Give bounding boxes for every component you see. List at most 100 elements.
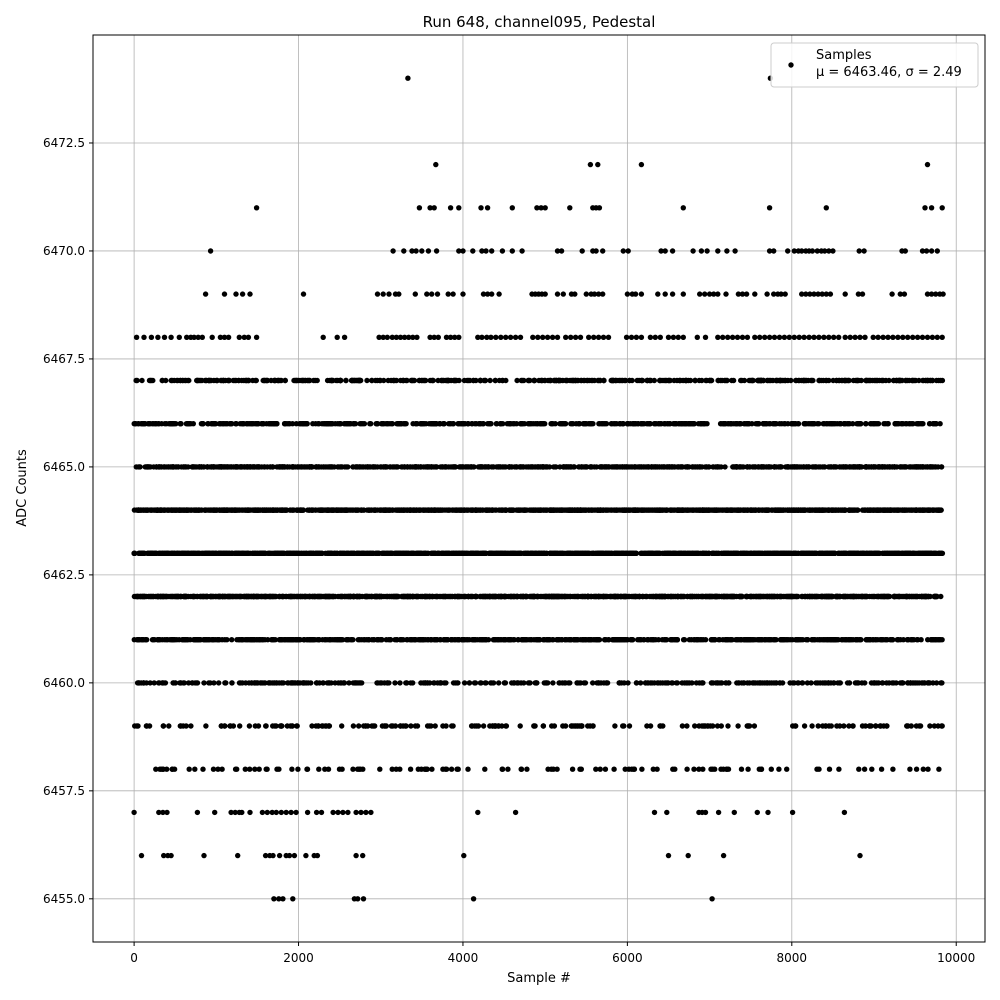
data-point xyxy=(389,766,395,772)
data-point xyxy=(532,723,538,729)
data-point xyxy=(706,550,712,556)
data-point xyxy=(857,852,863,859)
data-point xyxy=(771,248,777,254)
data-point xyxy=(460,291,466,297)
data-point xyxy=(566,550,572,556)
data-point xyxy=(869,766,875,772)
data-point xyxy=(831,680,837,686)
data-point xyxy=(425,248,432,254)
data-point xyxy=(902,550,909,556)
data-point xyxy=(658,248,664,254)
data-point xyxy=(352,680,358,686)
data-point xyxy=(286,852,293,859)
data-point xyxy=(939,205,945,211)
data-point xyxy=(801,723,808,729)
data-point xyxy=(164,809,170,816)
data-point xyxy=(875,550,882,556)
data-point xyxy=(918,637,924,643)
data-point xyxy=(776,766,782,772)
data-point xyxy=(565,680,572,686)
data-point xyxy=(155,593,161,600)
data-point xyxy=(324,637,330,643)
data-point xyxy=(578,766,584,772)
data-point xyxy=(937,637,944,643)
data-point xyxy=(499,723,505,729)
data-point xyxy=(160,809,166,816)
data-point xyxy=(862,334,868,340)
data-point xyxy=(293,809,299,816)
data-point xyxy=(674,637,681,643)
data-point xyxy=(484,334,490,340)
data-point xyxy=(745,637,751,643)
data-point xyxy=(316,637,322,643)
data-point xyxy=(355,637,361,643)
data-point xyxy=(350,550,357,556)
data-point xyxy=(161,334,168,340)
data-point xyxy=(247,291,253,297)
data-point xyxy=(422,766,429,772)
data-point xyxy=(735,723,741,729)
data-point xyxy=(771,593,777,600)
data-point xyxy=(174,550,180,556)
data-point xyxy=(503,334,509,340)
data-point xyxy=(856,248,862,254)
data-point xyxy=(346,550,352,556)
data-point xyxy=(928,205,935,211)
data-point xyxy=(857,334,863,340)
data-point xyxy=(680,291,686,297)
data-point xyxy=(386,637,392,643)
data-point xyxy=(480,723,487,729)
data-point xyxy=(253,205,260,211)
data-point xyxy=(323,593,329,600)
data-point xyxy=(370,637,377,643)
data-point xyxy=(269,809,275,816)
data-point xyxy=(782,291,788,297)
data-point xyxy=(378,593,385,600)
data-point xyxy=(217,334,224,340)
data-point xyxy=(831,334,837,340)
data-point xyxy=(645,637,651,643)
data-point xyxy=(380,291,386,297)
data-point xyxy=(823,680,829,686)
data-point xyxy=(280,896,286,902)
data-point xyxy=(470,248,476,254)
data-point xyxy=(314,852,321,859)
data-point xyxy=(917,550,923,556)
data-point xyxy=(176,637,182,643)
data-point xyxy=(332,680,338,686)
data-point xyxy=(657,334,663,340)
data-point xyxy=(600,334,607,340)
data-point xyxy=(733,593,740,600)
plot-background xyxy=(93,35,985,942)
data-point xyxy=(875,334,881,340)
data-point xyxy=(725,550,731,556)
data-point xyxy=(431,205,437,211)
data-point xyxy=(850,593,856,600)
data-point xyxy=(215,637,221,643)
data-point xyxy=(360,852,366,859)
data-point xyxy=(803,291,809,297)
data-point xyxy=(384,593,391,600)
data-point xyxy=(177,680,183,686)
data-point xyxy=(443,766,450,772)
data-point xyxy=(808,680,814,686)
data-point xyxy=(919,334,926,340)
data-point xyxy=(577,550,583,556)
data-point xyxy=(811,334,817,340)
data-point xyxy=(374,291,381,297)
data-point xyxy=(186,766,192,772)
data-point xyxy=(419,593,426,600)
data-point xyxy=(903,593,909,600)
data-point xyxy=(455,766,461,772)
data-point xyxy=(499,248,506,254)
data-point xyxy=(410,680,416,686)
data-point xyxy=(233,291,239,297)
data-point xyxy=(253,334,260,340)
data-point xyxy=(636,593,643,600)
data-point xyxy=(683,550,689,556)
data-point xyxy=(680,334,686,340)
data-point xyxy=(550,680,556,686)
data-point xyxy=(889,291,895,297)
data-point xyxy=(856,766,862,772)
data-point xyxy=(765,809,771,816)
